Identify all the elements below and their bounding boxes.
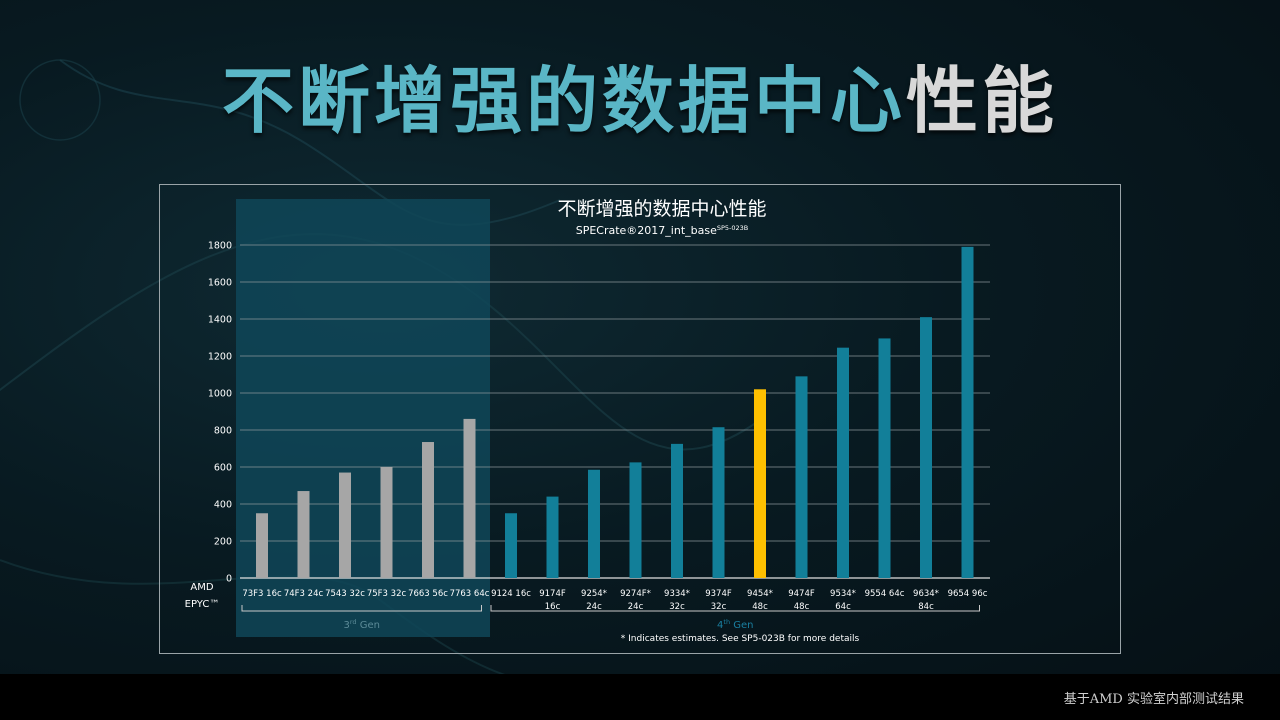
x-axis: 73F3 16c 74F3 24c 7543 32c 75F3 32c 7663 56c…: [242, 589, 987, 612]
x-tick-label: 73F3 16c: [242, 589, 282, 599]
group-label-number: 3: [344, 620, 350, 631]
chart-title: 不断增强的数据中心性能: [557, 198, 766, 220]
slide-title-accent: 性能: [906, 59, 1059, 143]
x-tick-label: 9634*: [913, 589, 939, 599]
x-tick-label: 48c: [752, 602, 768, 612]
bar: [339, 472, 351, 578]
bar: [795, 376, 808, 578]
group-label-sup: th: [723, 618, 730, 626]
bar: [712, 427, 725, 578]
x-tick-label: 84c: [918, 602, 934, 612]
slide-title: 不断增强的数据中心性能: [0, 56, 1280, 146]
y-tick-label: 400: [214, 500, 232, 511]
x-tick-label: 9124 16c: [491, 589, 531, 599]
x-tick-label: 7663 56c: [408, 589, 448, 599]
x-tick-label: 75F3 32c: [367, 589, 407, 599]
chart-footnote: * Indicates estimates. See SP5-023B for …: [621, 634, 860, 644]
y-tick-label: 1200: [208, 352, 232, 363]
y-tick-label: 0: [226, 574, 232, 585]
generation-groups: 3rd Gen 4th Gen: [241, 605, 980, 631]
slide-title-main: 不断增强的数据中心: [221, 59, 906, 143]
x-tick-label: 16c: [545, 602, 561, 612]
group-label: 4th Gen: [717, 618, 753, 631]
bar: [920, 317, 932, 578]
bar-chart: 不断增强的数据中心性能 SPECrate®2017_int_baseSP5-02…: [185, 198, 990, 644]
bar: [380, 467, 393, 578]
x-tick-label: 48c: [794, 602, 810, 612]
x-tick-label: 9474F: [788, 589, 815, 599]
x-tick-label: 9554 64c: [865, 589, 905, 599]
x-tick-label: 74F3 24c: [284, 589, 324, 599]
x-tick-label: 9274F*: [620, 589, 651, 599]
x-tick-label: 64c: [835, 602, 851, 612]
y-axis: 0 200 400 600 800 1000 1200 1400 1600 1800: [208, 241, 232, 585]
bar: [754, 389, 766, 578]
y-tick-label: 1600: [208, 278, 232, 289]
y-tick-label: 1400: [208, 315, 232, 326]
x-tick-label: 9174F: [539, 589, 566, 599]
chart-subtitle-text: SPECrate®2017_int_base: [576, 224, 717, 237]
bar: [463, 418, 476, 578]
x-tick-label: 24c: [586, 602, 602, 612]
bar: [588, 469, 600, 578]
x-tick-label: 9534*: [830, 589, 856, 599]
row-header-line1: AMD: [190, 582, 213, 593]
x-tick-label: 24c: [628, 602, 644, 612]
bar: [671, 443, 683, 578]
x-tick-label: 7763 64c: [450, 589, 490, 599]
group-label-suffix: Gen: [357, 620, 380, 631]
group-label-number: 4: [717, 620, 723, 631]
bar: [546, 496, 559, 578]
group-label: 3rd Gen: [344, 618, 380, 631]
bar: [505, 513, 517, 578]
bars: [256, 246, 974, 578]
grid-lines: [240, 244, 990, 579]
bar: [837, 347, 849, 578]
bottom-bar: [0, 674, 1280, 720]
footer-note: 基于AMD 实验室内部测试结果: [1063, 692, 1244, 707]
x-tick-label: 9654 96c: [948, 589, 988, 599]
group-bracket: [241, 605, 482, 612]
x-tick-label: 9374F: [705, 589, 732, 599]
x-tick-label: 7543 32c: [325, 589, 365, 599]
gen3-panel: [236, 199, 490, 637]
y-tick-label: 200: [214, 537, 232, 548]
bar: [256, 513, 268, 578]
y-tick-label: 1800: [208, 241, 232, 252]
bar: [422, 442, 434, 578]
bar: [629, 462, 642, 578]
x-tick-label: 9334*: [664, 589, 690, 599]
x-tick-label: 32c: [711, 602, 727, 612]
row-header-line2: EPYC™: [185, 599, 220, 610]
x-tick-label: 9454*: [747, 589, 773, 599]
y-tick-label: 600: [214, 463, 232, 474]
x-tick-label: 9254*: [581, 589, 607, 599]
x-tick-label: 32c: [669, 602, 685, 612]
group-bracket: [490, 605, 980, 612]
group-label-suffix: Gen: [730, 620, 753, 631]
chart-subtitle: SPECrate®2017_int_baseSP5-023B: [576, 224, 749, 237]
y-tick-label: 1000: [208, 389, 232, 400]
chart-frame: 不断增强的数据中心性能 SPECrate®2017_int_baseSP5-02…: [159, 184, 1121, 654]
bar: [961, 246, 974, 578]
group-label-sup: rd: [350, 618, 357, 626]
y-tick-label: 800: [214, 426, 232, 437]
bar: [878, 338, 891, 578]
bar: [297, 491, 310, 578]
chart-subtitle-sup: SP5-023B: [717, 224, 748, 232]
